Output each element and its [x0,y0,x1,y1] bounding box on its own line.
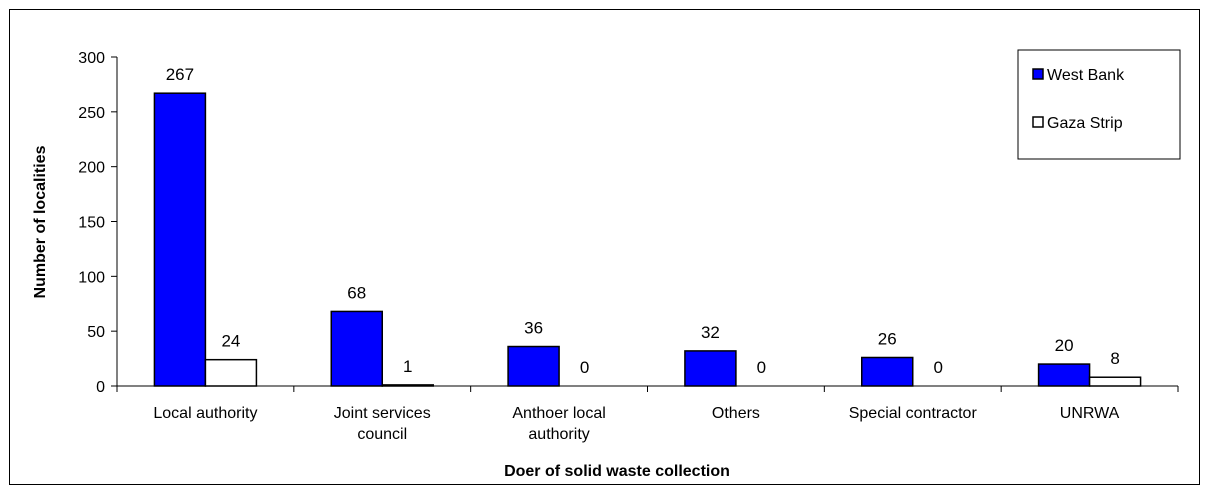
data-label: 0 [934,358,943,377]
data-labels: 267 68 36 32 26 20 24 1 0 0 0 8 [166,65,1120,377]
bar-gaza-strip [204,358,258,387]
legend-label: Gaza Strip [1047,115,1123,132]
bar-gaza-strip [381,384,434,387]
y-tick-label: 50 [87,324,105,341]
data-label: 26 [878,329,897,348]
y-tick-label: 100 [78,269,105,286]
x-tick-label: Special contractor [849,405,978,422]
x-tick-label: Anthoer local authority [512,405,605,443]
x-axis-title: Doer of solid waste collection [504,463,730,480]
bar-west-bank [1037,363,1091,387]
data-label: 20 [1055,336,1074,355]
bars [153,92,1142,387]
bar-west-bank [684,350,737,387]
data-label: 68 [347,283,366,302]
legend-box [1017,49,1181,160]
y-tick-label: 200 [78,160,105,177]
y-tick-label: 250 [78,105,105,122]
x-tick-label: Local authority [153,405,257,422]
x-tick-label: Others [712,405,760,422]
bar-west-bank [330,310,383,387]
data-label: 267 [166,65,194,84]
legend-swatch [1032,68,1044,80]
bar-gaza-strip [1088,376,1142,387]
bar-west-bank [153,92,207,387]
x-tick-label: Joint services council [334,405,431,443]
x-tick-label: UNRWA [1060,405,1120,422]
y-tick-label: 150 [78,215,105,232]
chart-frame [9,9,1200,485]
y-tick-label: 0 [96,379,105,396]
bar-west-bank [861,356,914,387]
data-label: 32 [701,323,720,342]
data-label: 1 [403,357,412,376]
data-label: 36 [524,319,543,338]
y-axis: 0 50 100 150 200 250 300 [78,50,118,396]
data-label: 24 [221,332,240,351]
legend-label: West Bank [1047,67,1125,84]
legend: West Bank Gaza Strip [1017,49,1181,160]
data-label: 0 [580,358,589,377]
legend-swatch [1032,116,1044,128]
data-label: 0 [757,358,766,377]
y-tick-label: 300 [78,50,105,67]
bar-west-bank [507,345,560,387]
y-axis-title: Number of localities [32,145,49,298]
x-axis: Local authority Joint services council Anth… [116,385,1179,443]
data-label: 8 [1110,349,1119,368]
